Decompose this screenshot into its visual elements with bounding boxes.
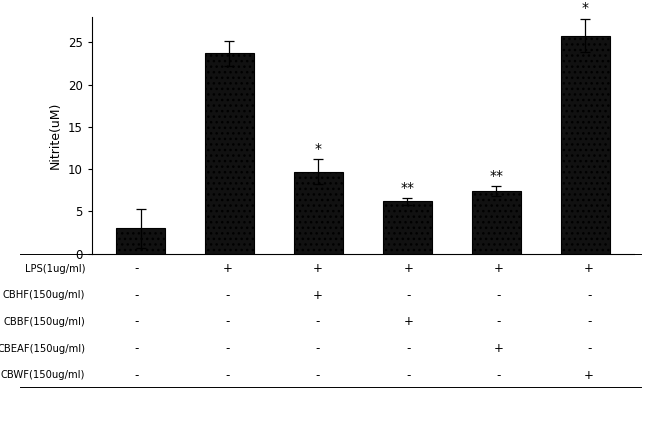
Text: -: -: [135, 316, 139, 328]
Text: -: -: [315, 316, 320, 328]
Text: -: -: [315, 342, 320, 355]
Text: -: -: [496, 289, 501, 302]
Bar: [383, 201, 432, 254]
Text: +: +: [222, 262, 232, 275]
Text: -: -: [496, 316, 501, 328]
Text: -: -: [587, 342, 591, 355]
Bar: [116, 228, 165, 254]
Text: *: *: [315, 142, 322, 156]
Text: -: -: [225, 369, 230, 382]
Bar: [205, 53, 254, 254]
Text: **: **: [400, 181, 415, 195]
Text: +: +: [584, 262, 594, 275]
Text: -: -: [496, 369, 501, 382]
Text: -: -: [406, 289, 411, 302]
Text: -: -: [587, 316, 591, 328]
Text: LPS(1ug/ml): LPS(1ug/ml): [24, 264, 85, 274]
Text: **: **: [489, 169, 504, 183]
Text: CBHF(150ug/ml): CBHF(150ug/ml): [3, 290, 85, 300]
Text: +: +: [313, 289, 322, 302]
Bar: [294, 172, 343, 254]
Text: -: -: [225, 342, 230, 355]
Text: -: -: [406, 342, 411, 355]
Text: -: -: [225, 289, 230, 302]
Text: +: +: [584, 369, 594, 382]
Text: -: -: [406, 369, 411, 382]
Text: *: *: [582, 1, 589, 15]
Text: -: -: [587, 289, 591, 302]
Text: +: +: [404, 316, 413, 328]
Text: -: -: [315, 369, 320, 382]
Text: CBWF(150ug/ml): CBWF(150ug/ml): [1, 370, 85, 380]
Bar: [561, 36, 610, 254]
Text: CBEAF(150ug/ml): CBEAF(150ug/ml): [0, 343, 85, 354]
Text: -: -: [135, 342, 139, 355]
Text: -: -: [225, 316, 230, 328]
Text: -: -: [135, 369, 139, 382]
Text: -: -: [135, 262, 139, 275]
Text: +: +: [404, 262, 413, 275]
Bar: [472, 191, 521, 254]
Text: CBBF(150ug/ml): CBBF(150ug/ml): [3, 317, 85, 327]
Text: -: -: [135, 289, 139, 302]
Text: +: +: [494, 342, 504, 355]
Text: +: +: [313, 262, 322, 275]
Text: +: +: [494, 262, 504, 275]
Y-axis label: Nitrite(uM): Nitrite(uM): [49, 102, 62, 169]
